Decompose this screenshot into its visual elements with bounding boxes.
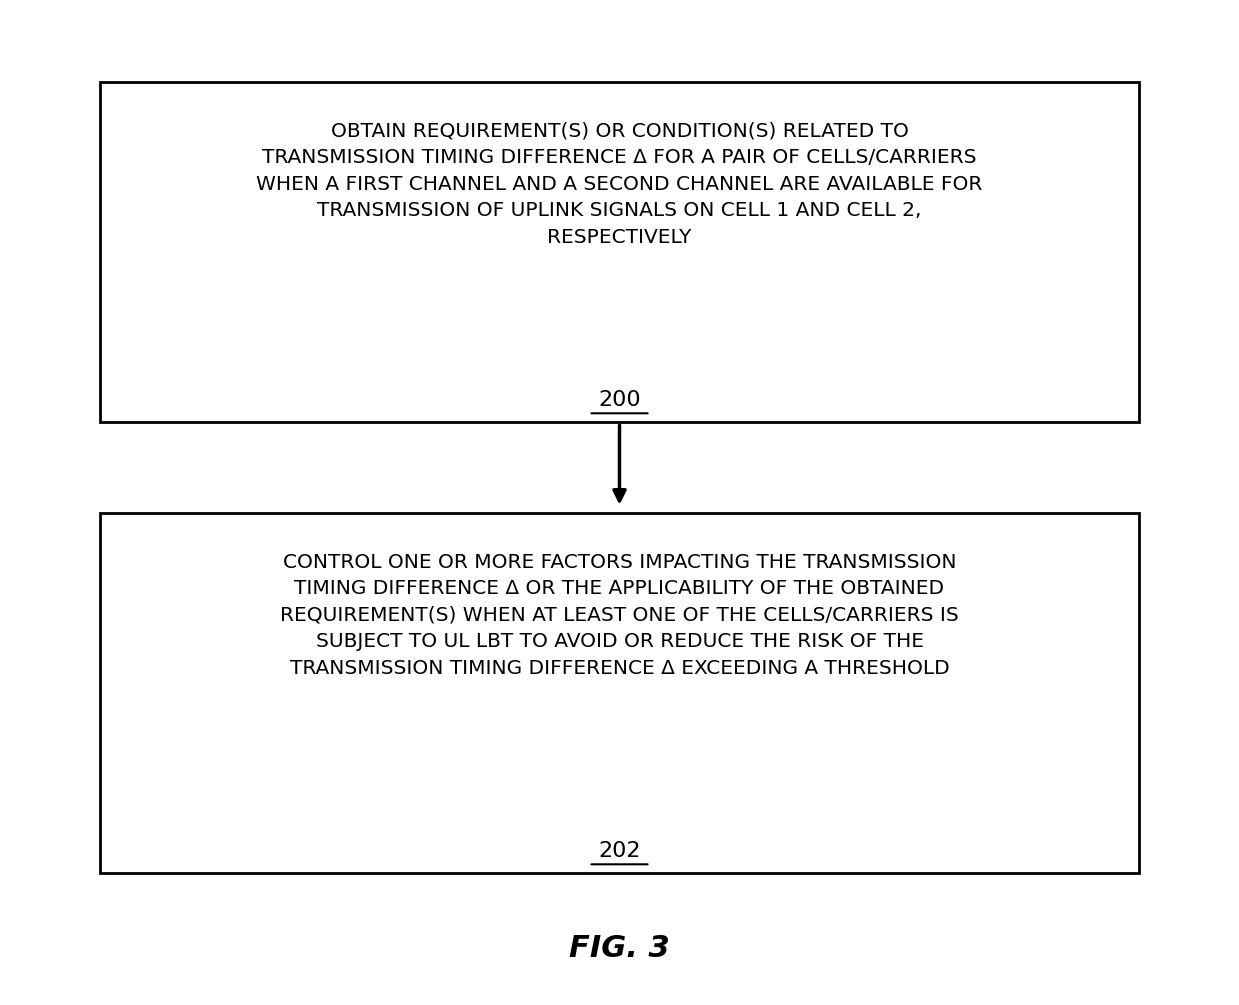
Text: 200: 200 — [598, 390, 641, 410]
Text: 202: 202 — [598, 841, 641, 861]
Text: OBTAIN REQUIREMENT(S) OR CONDITION(S) RELATED TO
TRANSMISSION TIMING DIFFERENCE : OBTAIN REQUIREMENT(S) OR CONDITION(S) RE… — [256, 122, 983, 246]
Text: CONTROL ONE OR MORE FACTORS IMPACTING THE TRANSMISSION
TIMING DIFFERENCE Δ OR TH: CONTROL ONE OR MORE FACTORS IMPACTING TH… — [280, 553, 959, 677]
FancyBboxPatch shape — [100, 513, 1139, 873]
FancyBboxPatch shape — [100, 81, 1139, 422]
Text: FIG. 3: FIG. 3 — [569, 934, 670, 963]
